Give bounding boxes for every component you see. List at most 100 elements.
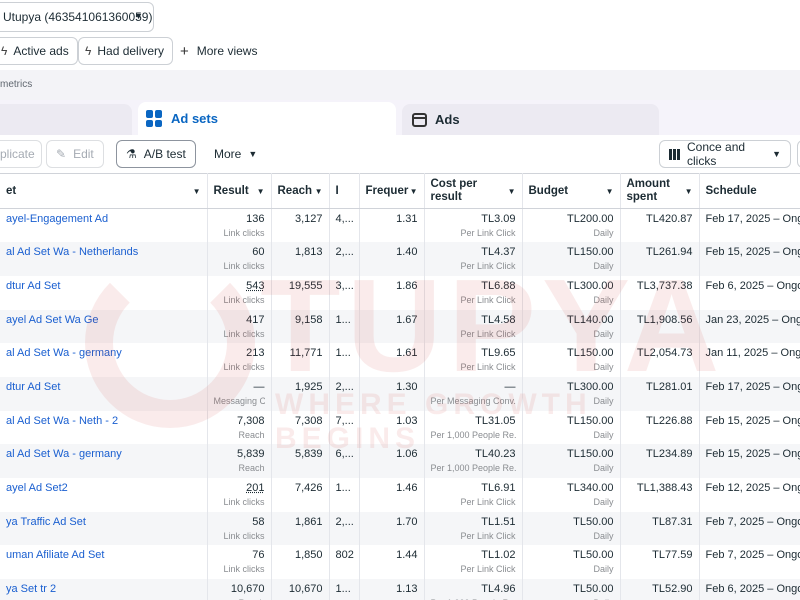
tab-campaigns[interactable] xyxy=(0,104,132,135)
result-type: Link clicks xyxy=(223,294,265,305)
amount-spent-value: TL87.31 xyxy=(652,515,693,528)
adset-name[interactable]: ayel-Engagement Ad xyxy=(6,213,109,225)
col-impressions-label: I xyxy=(335,185,339,197)
frequency-value: 1.70 xyxy=(396,515,418,528)
ad-sets-grid-icon xyxy=(146,110,163,127)
table-row[interactable]: ya Traffic Ad Set 58 Link clicks 1,861 2,...… xyxy=(0,511,800,546)
col-header-frequency[interactable]: Frequer ▼ xyxy=(359,173,425,209)
impressions-value: 2,... xyxy=(335,246,354,259)
adset-name-link[interactable]: al Ad Set Wa - Netherlands xyxy=(0,242,208,276)
cell-impressions: 3,... xyxy=(329,275,360,310)
cell-amount-spent: TL52.90 xyxy=(620,579,700,600)
adset-name[interactable]: dtur Ad Set xyxy=(6,380,61,393)
duplicate-button[interactable]: plicate xyxy=(0,140,42,168)
tab-ads[interactable]: Ads xyxy=(402,104,659,135)
tab-ad-sets[interactable]: Ad sets xyxy=(138,102,396,135)
adset-name-link[interactable]: uman Afiliate Ad Set xyxy=(0,545,208,580)
cost-basis: Per Link Click xyxy=(460,530,516,541)
cell-reach: 5,839 xyxy=(271,444,330,478)
adset-name-link[interactable]: al Ad Set Wa - Neth - 2 xyxy=(0,410,208,445)
adset-name[interactable]: ayel Ad Set Wa Ge xyxy=(6,313,99,326)
cell-schedule: Feb 17, 2025 – Ongoing xyxy=(699,376,800,411)
adset-name[interactable]: al Ad Set Wa - germany xyxy=(6,448,122,461)
col-budget-label: Budget xyxy=(528,185,569,197)
schedule-value: Jan 23, 2025 – Ongoing xyxy=(705,313,800,326)
table-row[interactable]: al Ad Set Wa - Neth - 2 7,308 Reach 7,308 7,… xyxy=(0,410,800,445)
columns-preset-button[interactable]: Conce and clicks ▼ xyxy=(659,140,791,168)
cell-frequency: 1.30 xyxy=(359,376,425,411)
cell-cost: — Per Messaging Conv... xyxy=(424,376,523,411)
table-row[interactable]: ayel Ad Set2 201 Link clicks 7,426 1... 1.46 T… xyxy=(0,478,800,512)
table-row[interactable]: dtur Ad Set 543 Link clicks 19,555 3,... 1.86… xyxy=(0,275,800,310)
col-header-reach[interactable]: Reach ▼ xyxy=(271,173,330,209)
reach-value: 3,127 xyxy=(294,213,323,225)
cell-result: 58 Link clicks xyxy=(207,511,272,546)
adset-name[interactable]: uman Afiliate Ad Set xyxy=(6,549,105,562)
col-header-name[interactable]: et ▼ xyxy=(0,173,208,209)
table-row[interactable]: al Ad Set Wa - Netherlands 60 Link clicks 1… xyxy=(0,242,800,276)
budget-value: TL150.00 xyxy=(567,347,614,360)
adset-name[interactable]: ya Traffic Ad Set xyxy=(6,515,86,528)
adset-name-link[interactable]: ayel Ad Set Wa Ge xyxy=(0,309,208,344)
adset-name-link[interactable]: ayel Ad Set2 xyxy=(0,478,208,512)
cell-schedule: Feb 7, 2025 – Ongoing xyxy=(699,511,800,546)
cell-frequency: 1.86 xyxy=(359,275,425,310)
table-row[interactable]: al Ad Set Wa - germany 5,839 Reach 5,839 6,.… xyxy=(0,444,800,478)
adset-name-link[interactable]: ayel-Engagement Ad xyxy=(0,208,208,243)
adset-name-link[interactable]: ya Traffic Ad Set xyxy=(0,511,208,546)
adset-name[interactable]: al Ad Set Wa - Netherlands xyxy=(6,246,139,259)
edit-button[interactable]: ✎ Edit xyxy=(46,140,104,168)
adset-name-link[interactable]: dtur Ad Set xyxy=(0,275,208,310)
col-header-impressions[interactable]: I xyxy=(329,173,360,209)
adset-name[interactable]: ya Set tr 2 xyxy=(6,583,57,596)
amount-spent-value: TL3,737.38 xyxy=(636,279,693,292)
table-row[interactable]: uman Afiliate Ad Set 76 Link clicks 1,850 80… xyxy=(0,545,800,580)
adset-name-link[interactable]: dtur Ad Set xyxy=(0,376,208,411)
plus-icon: + xyxy=(180,42,189,60)
result-type: Reach xyxy=(238,463,265,474)
budget-value: TL300.00 xyxy=(567,380,614,393)
sort-caret-icon: ▼ xyxy=(409,187,418,196)
adset-name-link[interactable]: al Ad Set Wa - germany xyxy=(0,343,208,377)
col-header-result[interactable]: Result ▼ xyxy=(207,173,272,209)
adset-name-link[interactable]: ya Set tr 2 xyxy=(0,579,208,600)
amount-spent-value: TL1,388.43 xyxy=(636,482,693,494)
active-ads-filter[interactable]: ϟ Active ads xyxy=(0,37,78,65)
metrics-text[interactable]: metrics xyxy=(0,79,33,90)
table-row[interactable]: ayel Ad Set Wa Ge 417 Link clicks 9,158 1...… xyxy=(0,309,800,344)
adset-name[interactable]: al Ad Set Wa - Neth - 2 xyxy=(6,414,119,427)
frequency-value: 1.13 xyxy=(396,583,418,596)
adset-name[interactable]: dtur Ad Set xyxy=(6,279,61,292)
cost-value: TL1.02 xyxy=(481,549,516,562)
col-header-cost[interactable]: Cost per result ▼ xyxy=(424,173,523,209)
cell-impressions: 4,... xyxy=(329,208,360,243)
sort-caret-icon: ▼ xyxy=(256,187,265,196)
cell-result: 136 Link clicks xyxy=(207,208,272,243)
schedule-value: Feb 15, 2025 – Ongoing xyxy=(705,246,800,259)
account-selector[interactable]: Utupya (463541061360059) ▼ xyxy=(0,2,154,32)
more-views-button[interactable]: + More views xyxy=(180,37,257,65)
frequency-value: 1.03 xyxy=(396,414,418,427)
adset-name[interactable]: ayel Ad Set2 xyxy=(6,482,68,494)
adset-name-link[interactable]: al Ad Set Wa - germany xyxy=(0,444,208,478)
result-value: 136 xyxy=(246,213,265,225)
cell-amount-spent: TL3,737.38 xyxy=(620,275,700,310)
result-type: Link clicks xyxy=(223,328,265,339)
table-row[interactable]: ya Set tr 210,670Reach10,6701...1.13TL4.… xyxy=(0,579,800,600)
col-header-amount[interactable]: Amount spent ▼ xyxy=(620,173,700,209)
col-header-schedule[interactable]: Schedule xyxy=(699,173,800,209)
table-row[interactable]: al Ad Set Wa - germany 213 Link clicks 11,7… xyxy=(0,343,800,377)
table-row[interactable]: dtur Ad Set — Messaging Conv... 1,925 2,... 1… xyxy=(0,376,800,411)
ab-test-button[interactable]: ⚗ A/B test xyxy=(116,140,196,168)
table-row[interactable]: ayel-Engagement Ad 136 Link clicks 3,127 4,.… xyxy=(0,208,800,243)
adset-name[interactable]: al Ad Set Wa - germany xyxy=(6,347,122,360)
cost-basis: Per 1,000 People Re... xyxy=(431,597,516,600)
more-button[interactable]: More ▼ xyxy=(204,140,268,168)
cell-budget: TL150.00 Daily xyxy=(522,242,621,276)
had-delivery-filter[interactable]: ϟ Had delivery xyxy=(78,37,174,65)
cell-impressions: 1... xyxy=(329,478,360,512)
col-header-budget[interactable]: Budget ▼ xyxy=(522,173,621,209)
cell-cost: TL1.51 Per Link Click xyxy=(424,511,523,546)
